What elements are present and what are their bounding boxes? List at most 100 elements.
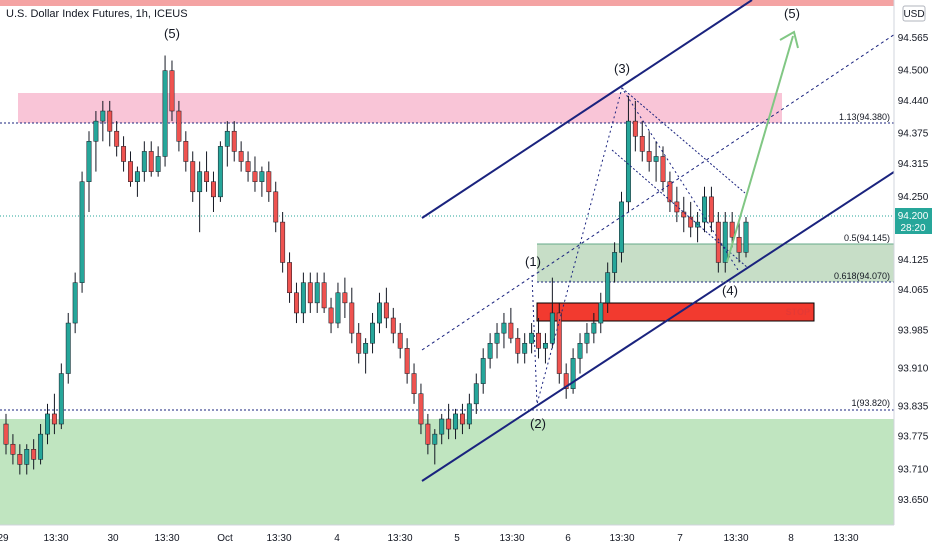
price-tick: 94.375 <box>898 129 929 140</box>
time-tick: Oct <box>217 533 233 544</box>
candle <box>744 222 748 252</box>
candle <box>543 343 547 348</box>
candle <box>426 424 430 444</box>
candle <box>419 394 423 424</box>
time-tick: 5 <box>454 533 460 544</box>
candle <box>453 414 457 429</box>
candle <box>239 151 243 161</box>
candle <box>267 172 271 192</box>
wave-3-label: (3) <box>614 61 630 76</box>
candle <box>73 283 77 323</box>
candle <box>350 303 354 333</box>
candle <box>225 131 229 146</box>
candle <box>246 162 250 172</box>
candle <box>654 156 658 161</box>
candle <box>668 182 672 202</box>
candle <box>301 283 305 313</box>
fib-0618-label: 0.618(94.070) <box>834 271 890 281</box>
candle <box>329 308 333 323</box>
price-tick: 93.650 <box>898 495 929 506</box>
candle <box>626 121 630 202</box>
wave5-projection-arrowhead <box>780 32 798 48</box>
mid-channel-line <box>422 32 898 350</box>
candle <box>135 172 139 182</box>
stop-label: STOP <box>786 307 810 317</box>
candle <box>398 333 402 348</box>
wave-1-label: (1) <box>525 254 541 269</box>
candle <box>253 172 257 182</box>
candle <box>446 419 450 429</box>
candle <box>108 111 112 131</box>
candle <box>709 197 713 222</box>
time-tick: 13:30 <box>499 533 524 544</box>
wave-2-label: (2) <box>530 416 546 431</box>
candle <box>294 293 298 313</box>
candle <box>619 202 623 252</box>
price-tick: 93.835 <box>898 401 929 412</box>
candle <box>343 293 347 303</box>
candle <box>142 151 146 171</box>
candle <box>730 222 734 237</box>
candle <box>578 343 582 358</box>
candle <box>163 71 167 157</box>
candle <box>460 414 464 424</box>
candle <box>522 343 526 353</box>
candle <box>536 333 540 348</box>
fib-05-label: 0.5(94.145) <box>844 233 890 243</box>
candle <box>280 222 284 262</box>
candle <box>322 283 326 308</box>
candle <box>495 333 499 343</box>
candle <box>87 141 91 181</box>
candle <box>391 318 395 333</box>
candle <box>592 323 596 333</box>
candle <box>4 424 8 444</box>
candle <box>723 222 727 262</box>
candle <box>605 273 609 303</box>
candle <box>315 283 319 303</box>
candle <box>516 338 520 353</box>
candle <box>509 323 513 338</box>
candle <box>599 303 603 323</box>
wave-5-top-label: (5) <box>164 26 180 41</box>
candle <box>94 121 98 141</box>
candle <box>66 323 70 373</box>
candle <box>633 121 637 136</box>
wave5-projection-line <box>727 36 793 262</box>
time-tick: 13:30 <box>609 533 634 544</box>
candle <box>412 374 416 394</box>
time-tick: 13:30 <box>723 533 748 544</box>
candle <box>529 333 533 343</box>
pink-supply-zone <box>18 93 782 123</box>
candle <box>52 414 56 424</box>
candle <box>114 131 118 146</box>
candle <box>156 156 160 171</box>
price-tick: 94.565 <box>898 33 929 44</box>
time-tick: 30 <box>107 533 119 544</box>
candle <box>363 343 367 353</box>
time-tick: 4 <box>334 533 340 544</box>
candle <box>204 172 208 182</box>
fib-1-label: 1(93.820) <box>851 398 890 408</box>
time-tick: 7 <box>677 533 683 544</box>
candle <box>440 419 444 434</box>
candle <box>557 313 561 374</box>
candle <box>357 333 361 353</box>
candle <box>38 434 42 459</box>
candle <box>308 283 312 303</box>
candle <box>170 71 174 111</box>
price-tick: 94.440 <box>898 96 929 107</box>
candle <box>647 151 651 161</box>
candle <box>59 374 63 424</box>
candle <box>184 141 188 161</box>
time-tick: 13:30 <box>266 533 291 544</box>
candle <box>405 348 409 373</box>
candle <box>211 182 215 197</box>
candle <box>218 146 222 196</box>
candle <box>25 449 29 464</box>
candle <box>737 237 741 252</box>
wave-5-target-label: (5) <box>784 6 800 21</box>
candle <box>675 202 679 212</box>
candle <box>336 293 340 323</box>
fib-113-label: 1.13(94.380) <box>839 112 890 122</box>
